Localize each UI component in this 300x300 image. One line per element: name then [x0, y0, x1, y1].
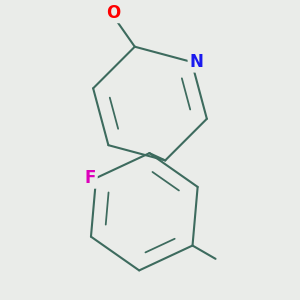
Text: N: N	[189, 53, 203, 71]
Text: F: F	[85, 169, 96, 187]
Text: O: O	[106, 4, 120, 22]
